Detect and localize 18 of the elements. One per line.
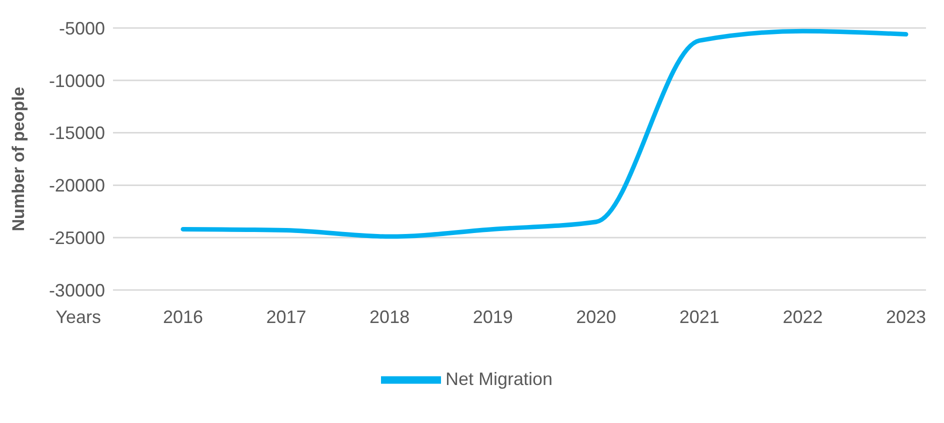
x-axis-title: Years bbox=[56, 307, 101, 327]
x-tick-label: 2019 bbox=[472, 306, 513, 327]
y-tick-label: -20000 bbox=[48, 176, 105, 196]
y-tick-label: -5000 bbox=[58, 18, 105, 38]
x-tick-label: 2017 bbox=[266, 306, 306, 327]
x-tick-label: 2021 bbox=[679, 306, 720, 327]
y-axis-title: Number of people bbox=[9, 86, 28, 232]
x-tick-label: 2023 bbox=[886, 306, 926, 327]
x-tick-label: 2016 bbox=[162, 306, 204, 327]
y-tick-label: -10000 bbox=[48, 70, 105, 91]
x-tick-label: 2022 bbox=[782, 306, 823, 327]
x-tick-label: 2020 bbox=[576, 306, 616, 327]
y-tick-label: -15000 bbox=[48, 123, 105, 144]
line-series bbox=[180, 28, 908, 239]
legend-label: Net Migration bbox=[445, 368, 553, 389]
y-tick-label: -25000 bbox=[48, 228, 105, 248]
y-tick-label: -30000 bbox=[48, 280, 105, 300]
x-tick-label: 2018 bbox=[370, 306, 410, 327]
